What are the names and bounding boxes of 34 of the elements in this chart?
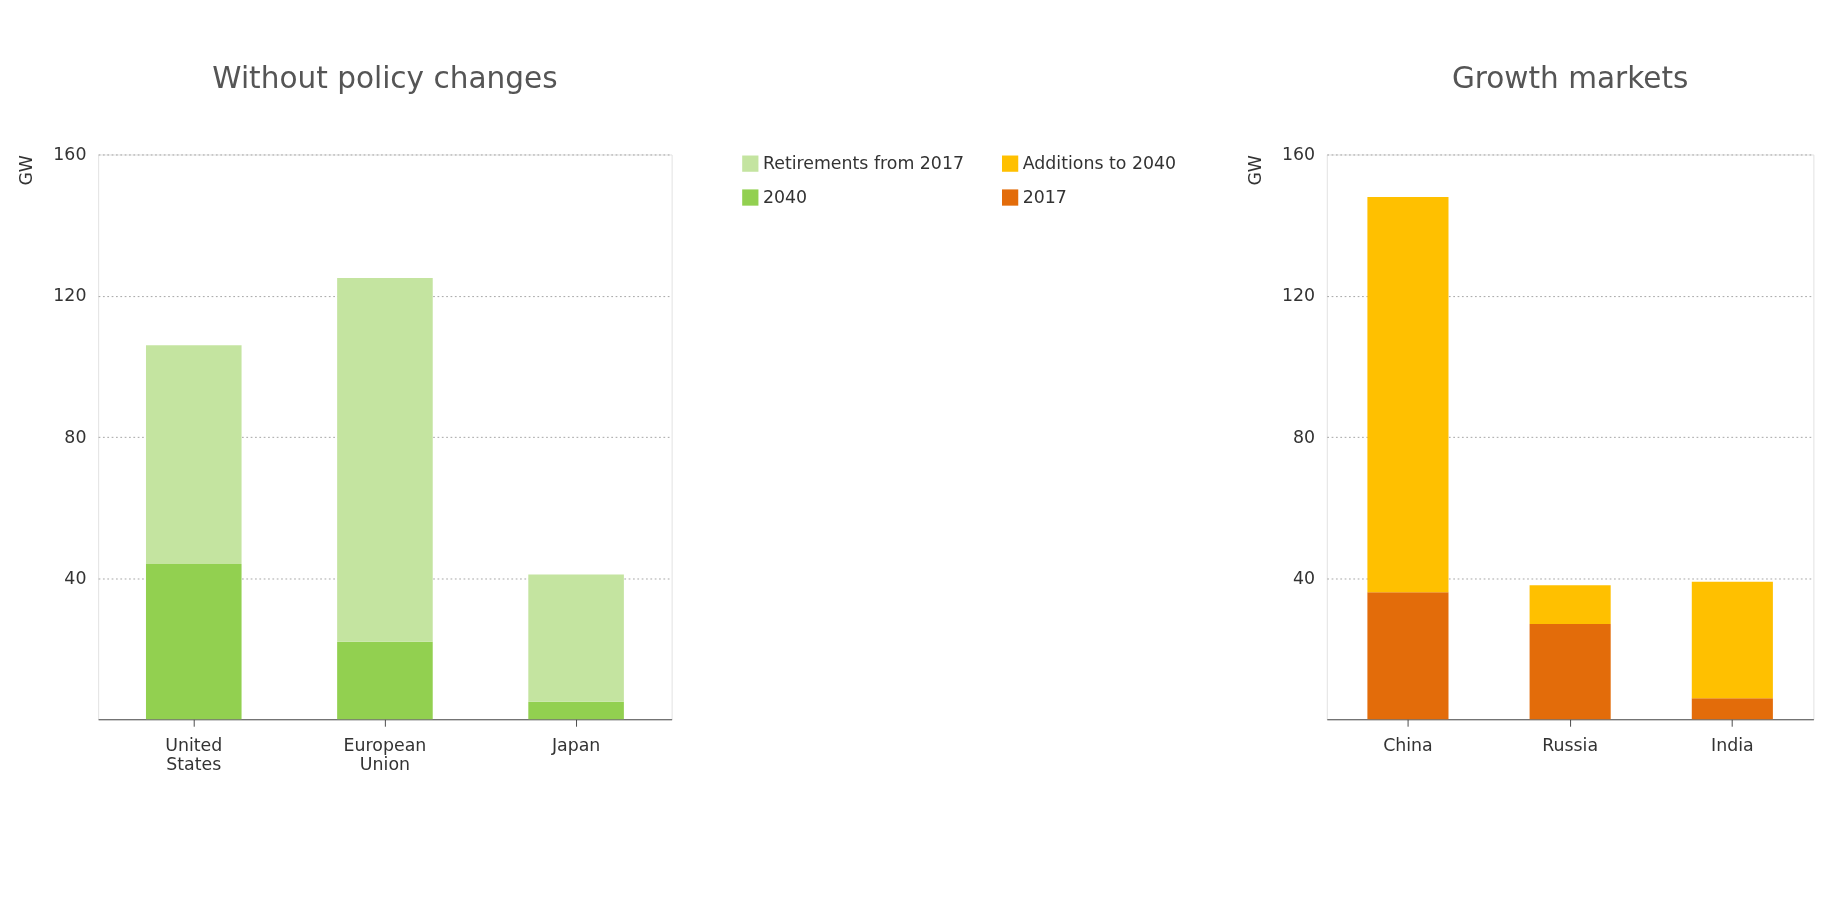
y-tick-label: 40 — [64, 567, 87, 588]
bar — [337, 641, 433, 720]
bar — [145, 345, 242, 564]
bar — [528, 701, 624, 720]
bar — [1691, 581, 1773, 699]
y-tick-label: 160 — [1281, 144, 1316, 165]
bar — [1367, 196, 1449, 593]
legend-label: 2040 — [762, 186, 808, 207]
y-tick-label: 120 — [53, 285, 87, 306]
bar — [528, 574, 624, 702]
bar — [145, 564, 242, 720]
bar — [1529, 585, 1611, 625]
bar — [1367, 592, 1449, 720]
x-tick-label: United States — [165, 735, 223, 775]
legend-label: 2017 — [1022, 186, 1067, 207]
chart-title: Without policy changes — [212, 60, 558, 95]
y-tick-label: 80 — [1293, 426, 1316, 447]
bar — [1529, 624, 1611, 720]
y-tick-label: 40 — [1293, 567, 1316, 588]
x-tick-label: European Union — [343, 735, 427, 775]
legend-label: Retirements from 2017 — [762, 152, 965, 173]
x-tick-label: Russia — [1542, 735, 1599, 756]
y-tick-label: 80 — [64, 426, 87, 447]
y-axis-title: GW — [1245, 154, 1266, 186]
bar — [1691, 698, 1773, 720]
x-tick-label: Japan — [550, 735, 601, 756]
chart-title: Growth markets — [1451, 60, 1689, 95]
bar — [337, 278, 433, 642]
y-axis-title: GW — [16, 154, 37, 186]
x-tick-label: India — [1711, 735, 1754, 756]
y-tick-label: 120 — [1281, 285, 1316, 306]
legend-label: Additions to 2040 — [1022, 152, 1177, 173]
x-tick-label: China — [1383, 735, 1433, 756]
y-tick-label: 160 — [53, 144, 87, 165]
